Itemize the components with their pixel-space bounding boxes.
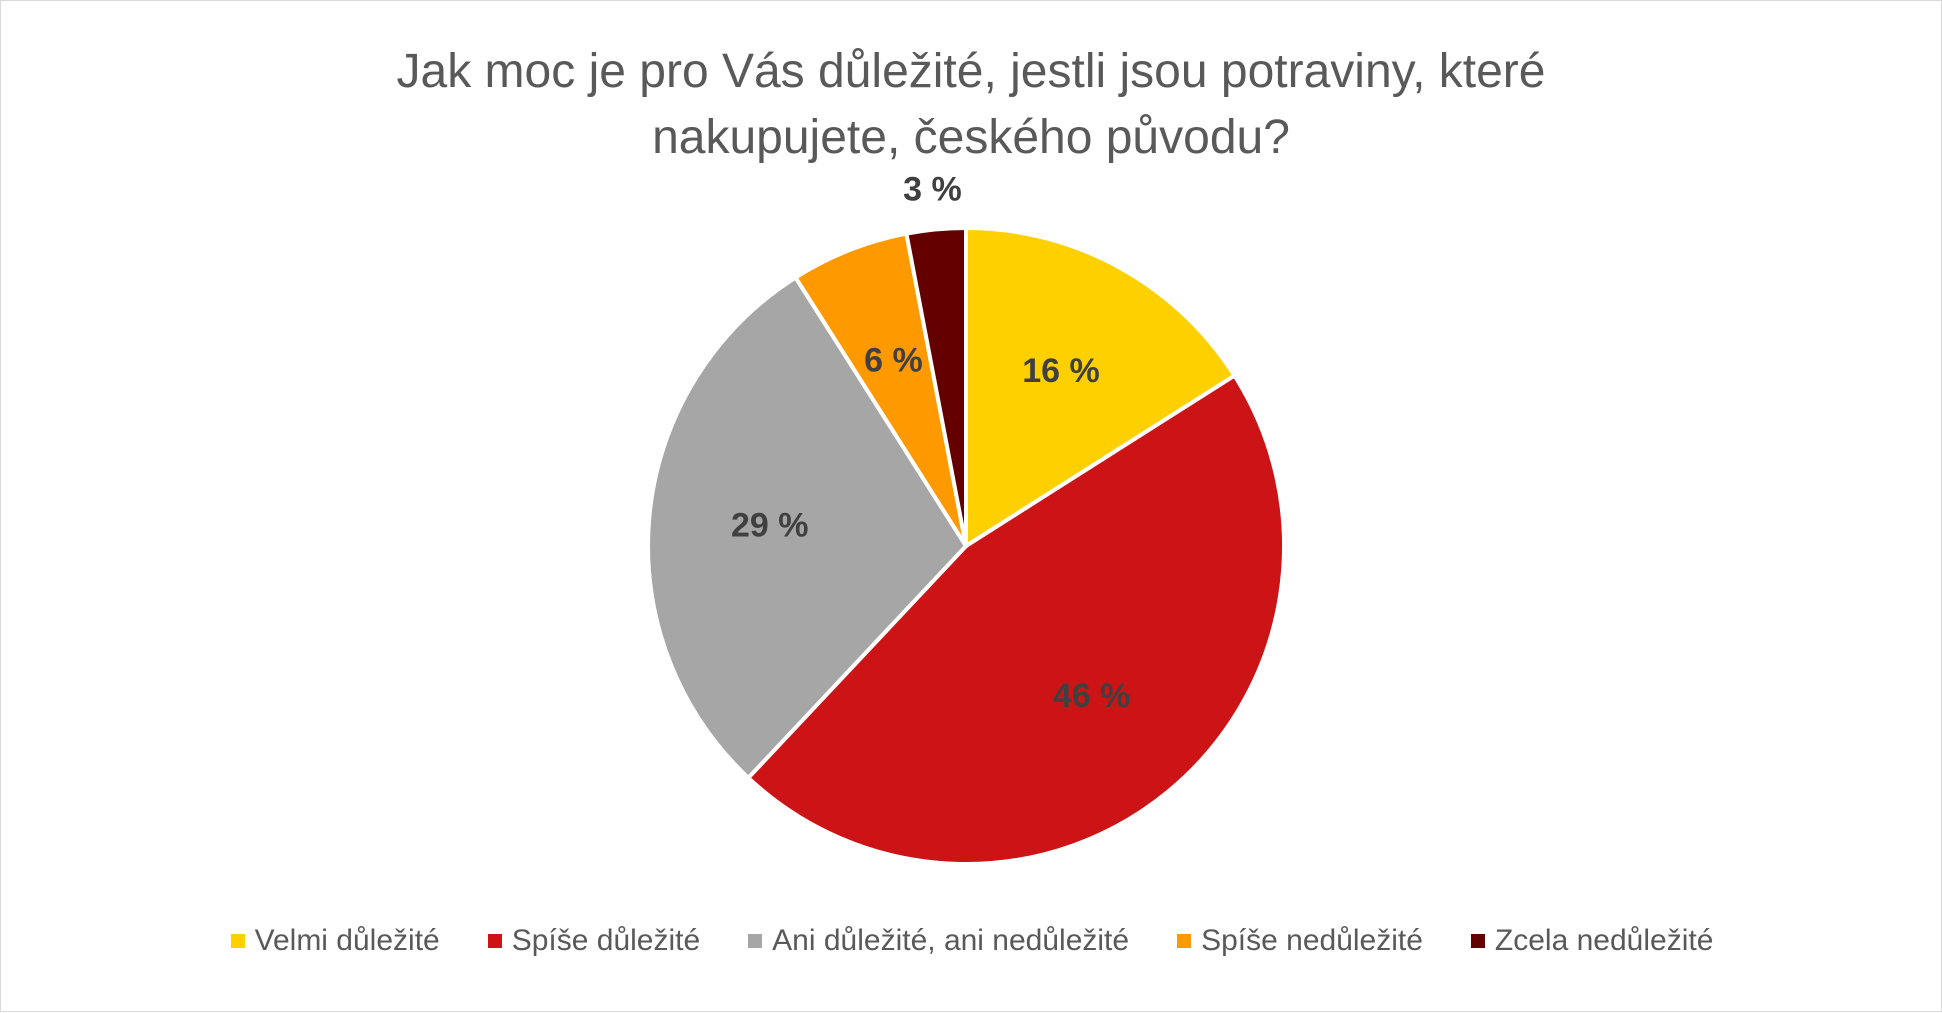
pie-slice-ani-ani (646, 275, 968, 780)
legend-item-spise-dulezite: Spíše důležité (487, 923, 701, 959)
data-label-ani-ani: 29 % (731, 506, 809, 544)
legend-label: Velmi důležité (254, 924, 440, 957)
pie-slice-velmi-dulezite (964, 226, 1237, 548)
data-label-zcela-nedulezite: 3 % (903, 170, 962, 208)
pie-slice-spise-nedulezite (793, 231, 968, 548)
pie-slice-spise-dulezite (746, 373, 1287, 866)
legend: Velmi důležité Spíše důležité Ani důleži… (1, 923, 1942, 959)
data-label-velmi-dulezite: 16 % (1022, 352, 1100, 390)
chart-title: Jak moc je pro Vás důležité, jestli jsou… (201, 39, 1741, 171)
legend-label: Zcela nedůležité (1494, 924, 1714, 957)
legend-item-ani-ani: Ani důležité, ani nedůležité (748, 923, 1129, 959)
legend-swatch (1177, 934, 1192, 948)
legend-item-zcela-nedulezite: Zcela nedůležité (1470, 923, 1714, 959)
chart-title-line-1: Jak moc je pro Vás důležité, jestli jsou… (396, 45, 1546, 98)
legend-swatch (1470, 934, 1485, 948)
legend-item-spise-nedulezite: Spíše nedůležité (1177, 923, 1423, 959)
legend-label: Spíše důležité (511, 924, 701, 957)
legend-swatch (230, 934, 245, 948)
data-label-spise-dulezite: 46 % (1053, 677, 1131, 715)
legend-swatch (748, 934, 763, 948)
legend-swatch (487, 934, 502, 948)
chart-title-line-2: nakupujete, českého původu? (652, 111, 1290, 164)
pie-slice-zcela-nedulezite (904, 226, 968, 548)
data-label-spise-nedulezite: 6 % (864, 342, 923, 380)
legend-item-velmi-dulezite: Velmi důležité (230, 923, 440, 959)
legend-label: Spíše nedůležité (1201, 924, 1423, 957)
legend-label: Ani důležité, ani nedůležité (772, 924, 1130, 957)
